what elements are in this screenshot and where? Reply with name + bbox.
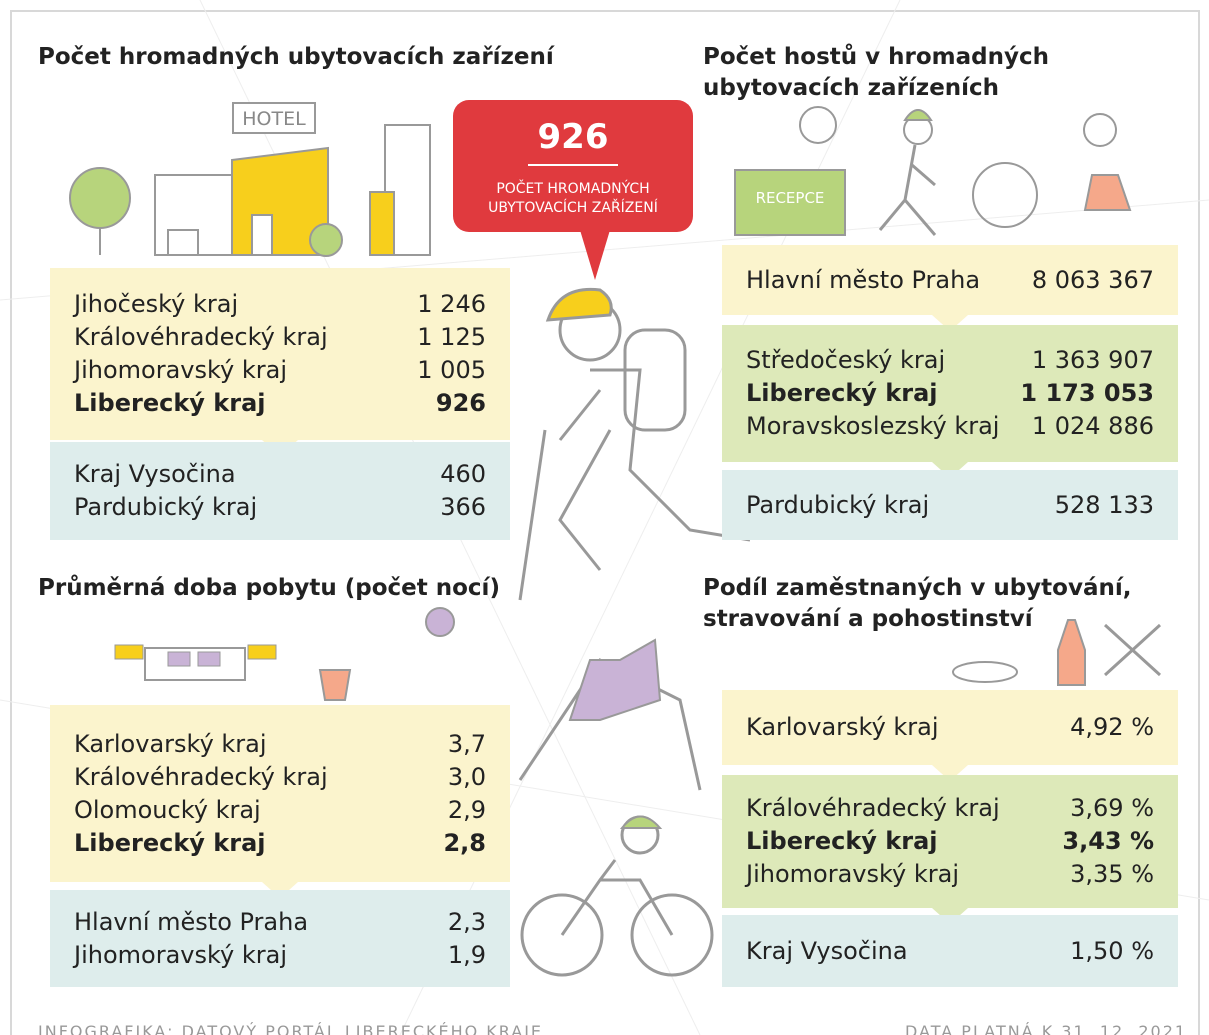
region-value: 2,3 <box>448 906 486 939</box>
table-row: Středočeský kraj 1 363 907 <box>746 344 1154 377</box>
region-name: Karlovarský kraj <box>74 728 267 761</box>
region-value: 1 246 <box>417 288 486 321</box>
region-value: 2,8 <box>443 827 486 860</box>
title-line: Průměrná doba pobytu (počet nocí) <box>38 573 500 604</box>
region-value: 460 <box>440 458 486 491</box>
table-row: Liberecký kraj 1 173 053 <box>746 377 1154 410</box>
table-group: Pardubický kraj 528 133 <box>722 470 1178 540</box>
table-row: Kraj Vysočina 1,50 % <box>746 935 1154 968</box>
table-row: Královéhradecký kraj 3,69 % <box>746 792 1154 825</box>
panel-title: Podíl zaměstnaných v ubytování,stravován… <box>703 573 1131 635</box>
table-row: Jihomoravský kraj 1,9 <box>74 939 486 972</box>
hiker <box>520 289 750 600</box>
region-name: Liberecký kraj <box>74 827 266 860</box>
region-value: 1 024 886 <box>1032 410 1154 443</box>
region-value: 1 363 907 <box>1032 344 1154 377</box>
table-group: Hlavní město Praha 2,3 Jihomoravský kraj 1,… <box>50 890 510 987</box>
hotel-sign: HOTEL <box>242 108 306 130</box>
tree <box>70 168 130 228</box>
region-name: Moravskoslezský kraj <box>746 410 999 443</box>
panel-title: Průměrná doba pobytu (počet nocí) <box>38 573 500 604</box>
table-group: Kraj Vysočina 460 Pardubický kraj 366 <box>50 442 510 540</box>
table-row: Jihočeský kraj 1 246 <box>74 288 486 321</box>
callout-text: POČET HROMADNÝCH <box>496 179 649 197</box>
region-value: 366 <box>440 491 486 524</box>
region-value: 1 125 <box>417 321 486 354</box>
reception-sign: RECEPCE <box>756 189 825 207</box>
table-row: Kraj Vysočina 460 <box>74 458 486 491</box>
region-name: Liberecký kraj <box>746 825 938 858</box>
region-name: Pardubický kraj <box>746 489 929 522</box>
table-row: Pardubický kraj 528 133 <box>746 489 1154 522</box>
region-name: Jihomoravský kraj <box>74 939 287 972</box>
region-value: 4,92 % <box>1070 711 1154 744</box>
table-row: Moravskoslezský kraj 1 024 886 <box>746 410 1154 443</box>
panel-title: Počet hromadných ubytovacích zařízení <box>38 42 554 73</box>
title-line: ubytovacích zařízeních <box>703 73 1049 104</box>
region-name: Jihočeský kraj <box>74 288 238 321</box>
region-name: Kraj Vysočina <box>74 458 236 491</box>
title-line: Počet hostů v hromadných <box>703 42 1049 73</box>
table-row: Olomoucký kraj 2,9 <box>74 794 486 827</box>
region-name: Olomoucký kraj <box>74 794 261 827</box>
title-line: Podíl zaměstnaných v ubytování, <box>703 573 1131 604</box>
region-name: Královéhradecký kraj <box>746 792 1000 825</box>
region-name: Liberecký kraj <box>74 387 266 420</box>
table-row: Královéhradecký kraj 1 125 <box>74 321 486 354</box>
region-value: 926 <box>436 387 486 420</box>
callout-value: 926 <box>538 117 609 157</box>
region-name: Karlovarský kraj <box>746 711 939 744</box>
table-row: Karlovarský kraj 3,7 <box>74 728 486 761</box>
table-row: Hlavní město Praha 2,3 <box>74 906 486 939</box>
footer-date: DATA PLATNÁ K 31. 12. 2021 <box>905 1022 1187 1035</box>
table-row: Pardubický kraj 366 <box>74 491 486 524</box>
region-value: 2,9 <box>448 794 486 827</box>
region-name: Středočeský kraj <box>746 344 945 377</box>
footer-source: INFOGRAFIKA: DATOVÝ PORTÁL LIBERECKÉHO K… <box>38 1022 543 1035</box>
region-value: 3,35 % <box>1070 858 1154 891</box>
table-row: Karlovarský kraj 4,92 % <box>746 711 1154 744</box>
region-name: Jihomoravský kraj <box>74 354 287 387</box>
table-row: Liberecký kraj 926 <box>74 387 486 420</box>
table-row: Hlavní město Praha 8 063 367 <box>746 264 1154 297</box>
table-group: Karlovarský kraj 3,7 Královéhradecký kraj 3… <box>50 705 510 882</box>
region-name: Hlavní město Praha <box>74 906 308 939</box>
table-group: Jihočeský kraj 1 246 Královéhradecký kraj 1… <box>50 268 510 440</box>
region-value: 1 173 053 <box>1020 377 1154 410</box>
callout-text: UBYTOVACÍCH ZAŘÍZENÍ <box>488 199 658 216</box>
region-name: Jihomoravský kraj <box>746 858 959 891</box>
infographic: HOTEL 926 POČET HROMADNÝCH UBYTOVACÍCH Z… <box>0 0 1209 1035</box>
region-name: Kraj Vysočina <box>746 935 908 968</box>
region-value: 3,43 % <box>1062 825 1154 858</box>
table-group: Karlovarský kraj 4,92 % <box>722 690 1178 765</box>
region-value: 1,50 % <box>1070 935 1154 968</box>
region-value: 1 005 <box>417 354 486 387</box>
table-row: Jihomoravský kraj 1 005 <box>74 354 486 387</box>
table-group: Hlavní město Praha 8 063 367 <box>722 245 1178 315</box>
region-name: Královéhradecký kraj <box>74 761 328 794</box>
title-line: Počet hromadných ubytovacích zařízení <box>38 42 554 73</box>
region-value: 3,69 % <box>1070 792 1154 825</box>
region-value: 1,9 <box>448 939 486 972</box>
region-name: Pardubický kraj <box>74 491 257 524</box>
table-group: Středočeský kraj 1 363 907 Liberecký kraj 1… <box>722 325 1178 462</box>
region-name: Královéhradecký kraj <box>74 321 328 354</box>
region-name: Liberecký kraj <box>746 377 938 410</box>
table-row: Liberecký kraj 2,8 <box>74 827 486 860</box>
region-value: 8 063 367 <box>1032 264 1154 297</box>
table-row: Jihomoravský kraj 3,35 % <box>746 858 1154 891</box>
region-value: 528 133 <box>1055 489 1154 522</box>
table-row: Liberecký kraj 3,43 % <box>746 825 1154 858</box>
table-row: Královéhradecký kraj 3,0 <box>74 761 486 794</box>
table-group: Kraj Vysočina 1,50 % <box>722 915 1178 987</box>
region-value: 3,7 <box>448 728 486 761</box>
title-line: stravování a pohostinství <box>703 604 1131 635</box>
region-name: Hlavní město Praha <box>746 264 980 297</box>
region-value: 3,0 <box>448 761 486 794</box>
